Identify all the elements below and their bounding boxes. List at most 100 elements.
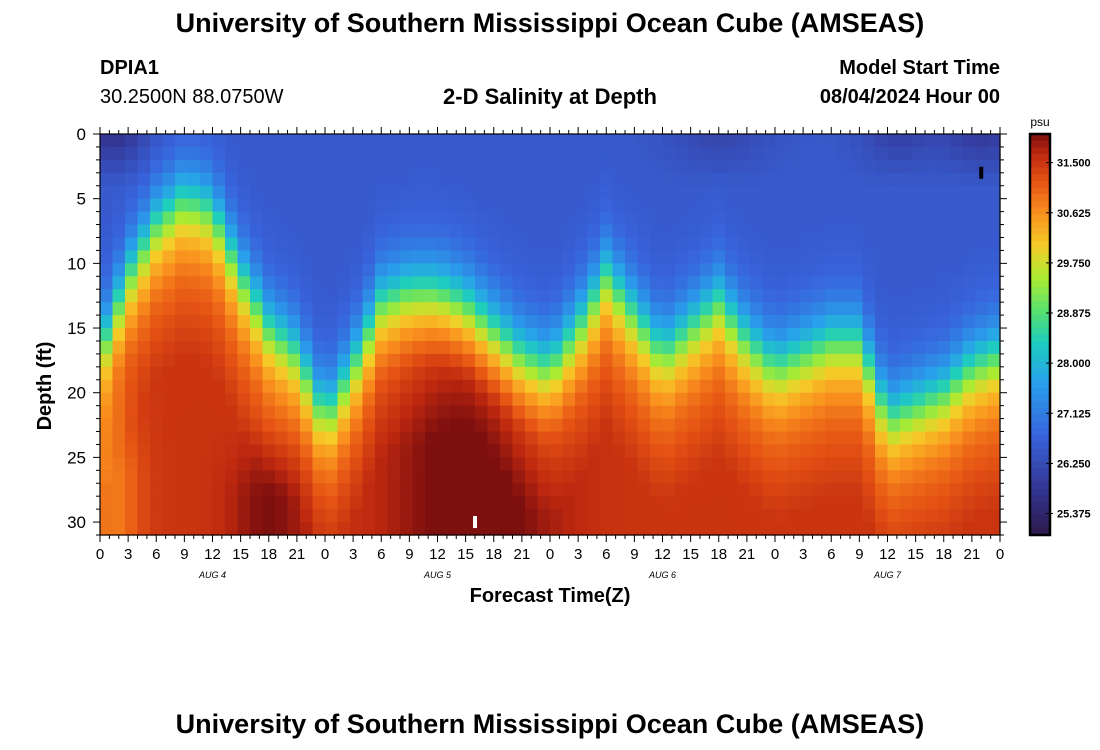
heatmap-cell: [600, 483, 614, 497]
heatmap-cell: [150, 211, 164, 226]
heatmap-cell: [850, 211, 864, 226]
heatmap-cell: [550, 289, 564, 303]
heatmap-cell: [837, 392, 851, 407]
heatmap-cell: [312, 366, 326, 381]
colorbar-segment: [1030, 147, 1050, 155]
colorbar-frame: [1028, 132, 1052, 537]
heatmap-cell: [512, 366, 526, 381]
heatmap-cell: [175, 405, 189, 420]
heatmap-cell: [862, 250, 876, 264]
heatmap-cell: [537, 457, 551, 471]
heatmap-cell: [262, 211, 276, 226]
heatmap-cell: [425, 159, 439, 174]
heatmap-cell: [312, 146, 326, 161]
heatmap-cell: [837, 379, 851, 394]
heatmap-cell: [825, 392, 839, 407]
heatmap-cell: [862, 146, 876, 161]
heatmap-cell: [862, 457, 876, 471]
heatmap-cell: [737, 146, 751, 161]
heatmap-cell: [637, 250, 651, 264]
heatmap-cell: [400, 237, 414, 252]
heatmap-cell: [612, 483, 626, 497]
heatmap-cell: [525, 134, 539, 148]
heatmap-cell: [912, 457, 926, 471]
heatmap-cell: [437, 237, 451, 252]
heatmap-cell: [300, 392, 314, 407]
heatmap-cell: [812, 457, 826, 471]
heatmap-cell: [200, 444, 214, 458]
heatmap-cell: [212, 483, 226, 497]
heatmap-cell: [150, 522, 164, 536]
heatmap-cell: [250, 470, 264, 484]
heatmap-cell: [550, 522, 564, 536]
heatmap-cell: [350, 431, 364, 446]
heatmap-cell: [787, 509, 801, 523]
heatmap-cell: [450, 172, 464, 187]
heatmap-cell: [487, 134, 501, 148]
heatmap-cell: [725, 405, 739, 420]
heatmap-cell: [962, 444, 976, 458]
heatmap-cell: [837, 172, 851, 187]
heatmap-cell: [187, 224, 201, 239]
x-tick-label: 9: [855, 546, 863, 563]
heatmap-cell: [362, 431, 376, 446]
heatmap-cell: [562, 470, 576, 484]
heatmap-cell: [262, 405, 276, 420]
heatmap-cell: [712, 198, 726, 213]
heatmap-cell: [475, 340, 489, 355]
heatmap-cell: [537, 276, 551, 290]
heatmap-cell: [587, 159, 601, 174]
heatmap-cell: [725, 250, 739, 264]
heatmap-cell: [900, 172, 914, 187]
heatmap-cell: [987, 185, 1001, 200]
heatmap-cell: [700, 172, 714, 187]
x-tick-label: 18: [485, 546, 502, 563]
heatmap-cell: [100, 263, 114, 277]
heatmap-cell: [350, 379, 364, 394]
heatmap-cell: [312, 483, 326, 497]
heatmap-cell: [125, 198, 139, 213]
heatmap-cell: [800, 185, 814, 200]
heatmap-cell: [662, 509, 676, 523]
heatmap-cell: [450, 276, 464, 290]
heatmap-cell: [675, 340, 689, 355]
heatmap-cell: [650, 134, 664, 148]
heatmap-cell: [900, 483, 914, 497]
heatmap-cell: [412, 185, 426, 200]
heatmap-cell: [687, 405, 701, 420]
heatmap-cell: [125, 315, 139, 329]
heatmap-cell: [212, 172, 226, 187]
heatmap-cell: [412, 431, 426, 446]
heatmap-cell: [587, 457, 601, 471]
heatmap-cell: [550, 379, 564, 394]
heatmap-cell: [137, 263, 151, 277]
heatmap-cell: [587, 470, 601, 484]
heatmap-cell: [637, 159, 651, 174]
heatmap-cell: [712, 146, 726, 161]
heatmap-cell: [500, 224, 514, 239]
heatmap-cell: [212, 457, 226, 471]
heatmap-cell: [987, 366, 1001, 381]
heatmap-cell: [725, 444, 739, 458]
heatmap-cell: [687, 392, 701, 407]
heatmap-cell: [675, 418, 689, 433]
heatmap-cell: [612, 379, 626, 394]
heatmap-cell: [375, 250, 389, 264]
heatmap-cell: [387, 444, 401, 458]
heatmap-cell: [712, 522, 726, 536]
heatmap-cell: [575, 159, 589, 174]
heatmap-cell: [600, 146, 614, 161]
heatmap-cell: [225, 418, 239, 433]
heatmap-cell: [825, 366, 839, 381]
heatmap-cell: [250, 483, 264, 497]
heatmap-cell: [400, 224, 414, 239]
heatmap-cell: [825, 250, 839, 264]
heatmap-cell: [225, 211, 239, 226]
heatmap-cell: [925, 444, 939, 458]
chart-title-bottom: University of Southern Mississippi Ocean…: [175, 709, 925, 739]
heatmap-cell: [487, 509, 501, 523]
heatmap-cell: [525, 522, 539, 536]
heatmap-cell: [612, 146, 626, 161]
heatmap-cell: [212, 198, 226, 213]
